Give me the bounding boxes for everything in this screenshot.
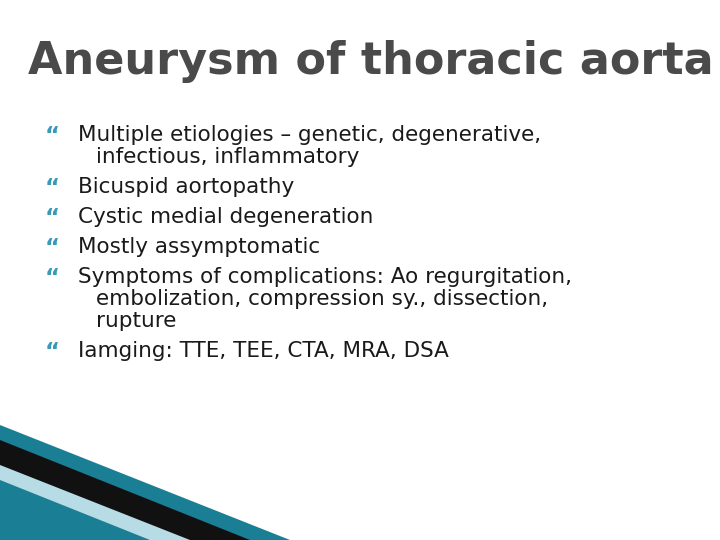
Polygon shape: [0, 465, 190, 540]
Text: embolization, compression sy., dissection,: embolization, compression sy., dissectio…: [96, 289, 548, 309]
Text: “: “: [45, 207, 60, 230]
Text: Mostly assymptomatic: Mostly assymptomatic: [78, 237, 320, 257]
Text: Symptoms of complications: Ao regurgitation,: Symptoms of complications: Ao regurgitat…: [78, 267, 572, 287]
Text: Multiple etiologies – genetic, degenerative,: Multiple etiologies – genetic, degenerat…: [78, 125, 541, 145]
Text: Iamging: TTE, TEE, CTA, MRA, DSA: Iamging: TTE, TEE, CTA, MRA, DSA: [78, 341, 449, 361]
Text: Aneurysm of thoracic aorta: Aneurysm of thoracic aorta: [28, 40, 714, 83]
Polygon shape: [0, 440, 250, 540]
Text: “: “: [45, 125, 60, 148]
Text: “: “: [45, 177, 60, 200]
Text: Bicuspid aortopathy: Bicuspid aortopathy: [78, 177, 294, 197]
Polygon shape: [0, 425, 290, 540]
Text: Cystic medial degeneration: Cystic medial degeneration: [78, 207, 374, 227]
Text: “: “: [45, 267, 60, 290]
Text: rupture: rupture: [96, 311, 176, 331]
Text: “: “: [45, 341, 60, 364]
Text: infectious, inflammatory: infectious, inflammatory: [96, 147, 359, 167]
Text: “: “: [45, 237, 60, 260]
Polygon shape: [0, 480, 150, 540]
